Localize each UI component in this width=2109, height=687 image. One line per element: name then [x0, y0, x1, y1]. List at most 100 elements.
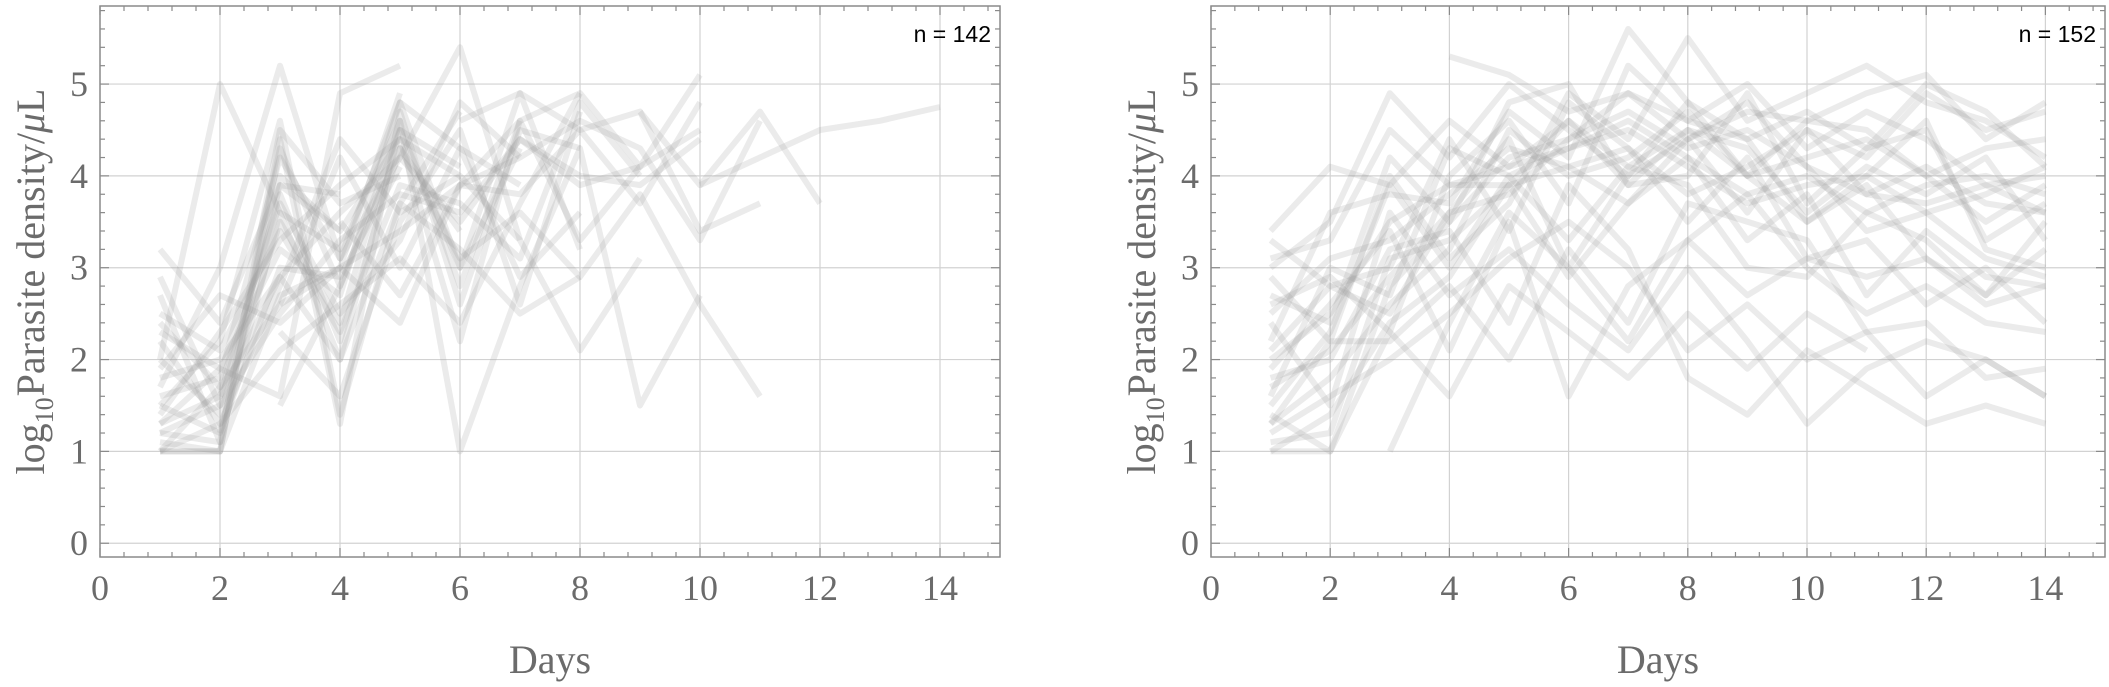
axis-ticks — [1210, 6, 2105, 557]
series-line — [158, 165, 403, 436]
series-line — [1268, 99, 2048, 326]
series-line — [1268, 35, 2047, 345]
y-tick-label: 2 — [1181, 340, 1199, 380]
x-axis-label: Days — [509, 637, 591, 682]
x-tick-label: 10 — [1789, 568, 1825, 608]
axis-ticks — [99, 6, 1000, 557]
series-line — [157, 109, 463, 418]
series-line — [1269, 62, 2046, 455]
series-line — [1268, 200, 2046, 426]
series-line — [1269, 154, 2046, 454]
x-axis-label: Days — [1617, 637, 1699, 682]
series-layer — [157, 44, 941, 455]
series-line — [1268, 117, 2048, 362]
series-line — [1269, 117, 2046, 262]
series-line — [158, 91, 583, 455]
series-line — [217, 200, 582, 398]
series-line — [1269, 182, 2047, 427]
series-line — [158, 136, 702, 436]
series-line — [1268, 108, 2047, 427]
y-label-mu: μ — [1119, 113, 1164, 134]
series-line — [1268, 209, 2047, 427]
series-line — [1270, 127, 2046, 446]
series-line — [158, 99, 643, 354]
sample-size-annotation: n = 152 — [2019, 21, 2096, 47]
y-label-log: log — [1119, 423, 1164, 474]
series-line — [1448, 53, 2048, 169]
series-line — [1268, 117, 2047, 408]
series-line — [277, 145, 763, 407]
series-line — [157, 127, 462, 446]
series-line — [159, 90, 583, 400]
x-tick-label: 6 — [1560, 568, 1578, 608]
series-line — [1268, 117, 2047, 234]
y-label-text: Parasite density/ — [1119, 132, 1164, 396]
y-label-base: 10 — [1141, 397, 1170, 423]
series-line — [157, 44, 523, 389]
series-line — [158, 145, 463, 427]
x-tick-label: 10 — [682, 568, 718, 608]
y-axis-label: log10Parasite density/μL — [8, 89, 59, 475]
y-tick-label: 4 — [1181, 156, 1199, 196]
y-tick-label: 1 — [70, 431, 88, 471]
y-label-unit: L — [1119, 89, 1164, 113]
series-line — [337, 73, 703, 299]
y-label-text: Parasite density/ — [8, 132, 53, 396]
series-line — [217, 117, 702, 434]
x-tick-label: 12 — [802, 568, 838, 608]
x-tick-label: 2 — [211, 568, 229, 608]
series-line — [157, 182, 341, 326]
series-line — [157, 99, 523, 454]
series-line — [1268, 191, 2046, 400]
series-line — [1268, 71, 2047, 271]
x-tick-label: 6 — [451, 568, 469, 608]
series-line — [157, 172, 343, 409]
series-line — [1267, 26, 2048, 343]
series-line — [458, 90, 762, 234]
series-line — [157, 99, 522, 427]
series-line — [1269, 218, 2047, 436]
plot-frame — [99, 5, 1001, 558]
series-line — [698, 104, 941, 188]
series-line — [157, 117, 523, 418]
y-label-mu: μ — [8, 113, 53, 134]
y-tick-label: 1 — [1181, 431, 1199, 471]
plot-grid — [100, 6, 1000, 557]
series-line — [1269, 90, 2047, 390]
series-line — [278, 100, 703, 326]
x-tick-label: 4 — [331, 568, 349, 608]
series-line — [1269, 273, 1869, 400]
series-line — [157, 145, 583, 391]
x-tick-label: 4 — [1440, 568, 1458, 608]
x-tick-label: 12 — [1908, 568, 1944, 608]
series-line — [1269, 81, 2047, 326]
series-line — [637, 108, 823, 206]
y-axis-label: log10Parasite density/μL — [1119, 89, 1170, 475]
y-label-unit: L — [8, 89, 53, 113]
y-tick-label: 0 — [70, 523, 88, 563]
y-tick-label: 0 — [1181, 523, 1199, 563]
series-line — [1270, 108, 2047, 455]
series-line — [160, 108, 581, 455]
y-tick-label: 5 — [70, 64, 88, 104]
y-tick-label: 3 — [70, 248, 88, 288]
y-tick-label: 3 — [1181, 248, 1199, 288]
sample-size-annotation: n = 142 — [914, 21, 991, 47]
series-line — [157, 136, 462, 427]
plot-grid — [1211, 6, 2105, 557]
x-tick-label: 8 — [571, 568, 589, 608]
y-tick-label: 5 — [1181, 64, 1199, 104]
series-line — [1268, 99, 2047, 353]
y-label-log: log — [8, 423, 53, 474]
series-line — [277, 110, 583, 400]
series-layer — [1267, 26, 2048, 455]
y-label-base: 10 — [30, 397, 59, 423]
series-line — [1387, 209, 2047, 453]
x-tick-label: 2 — [1321, 568, 1339, 608]
y-tick-label: 2 — [70, 340, 88, 380]
